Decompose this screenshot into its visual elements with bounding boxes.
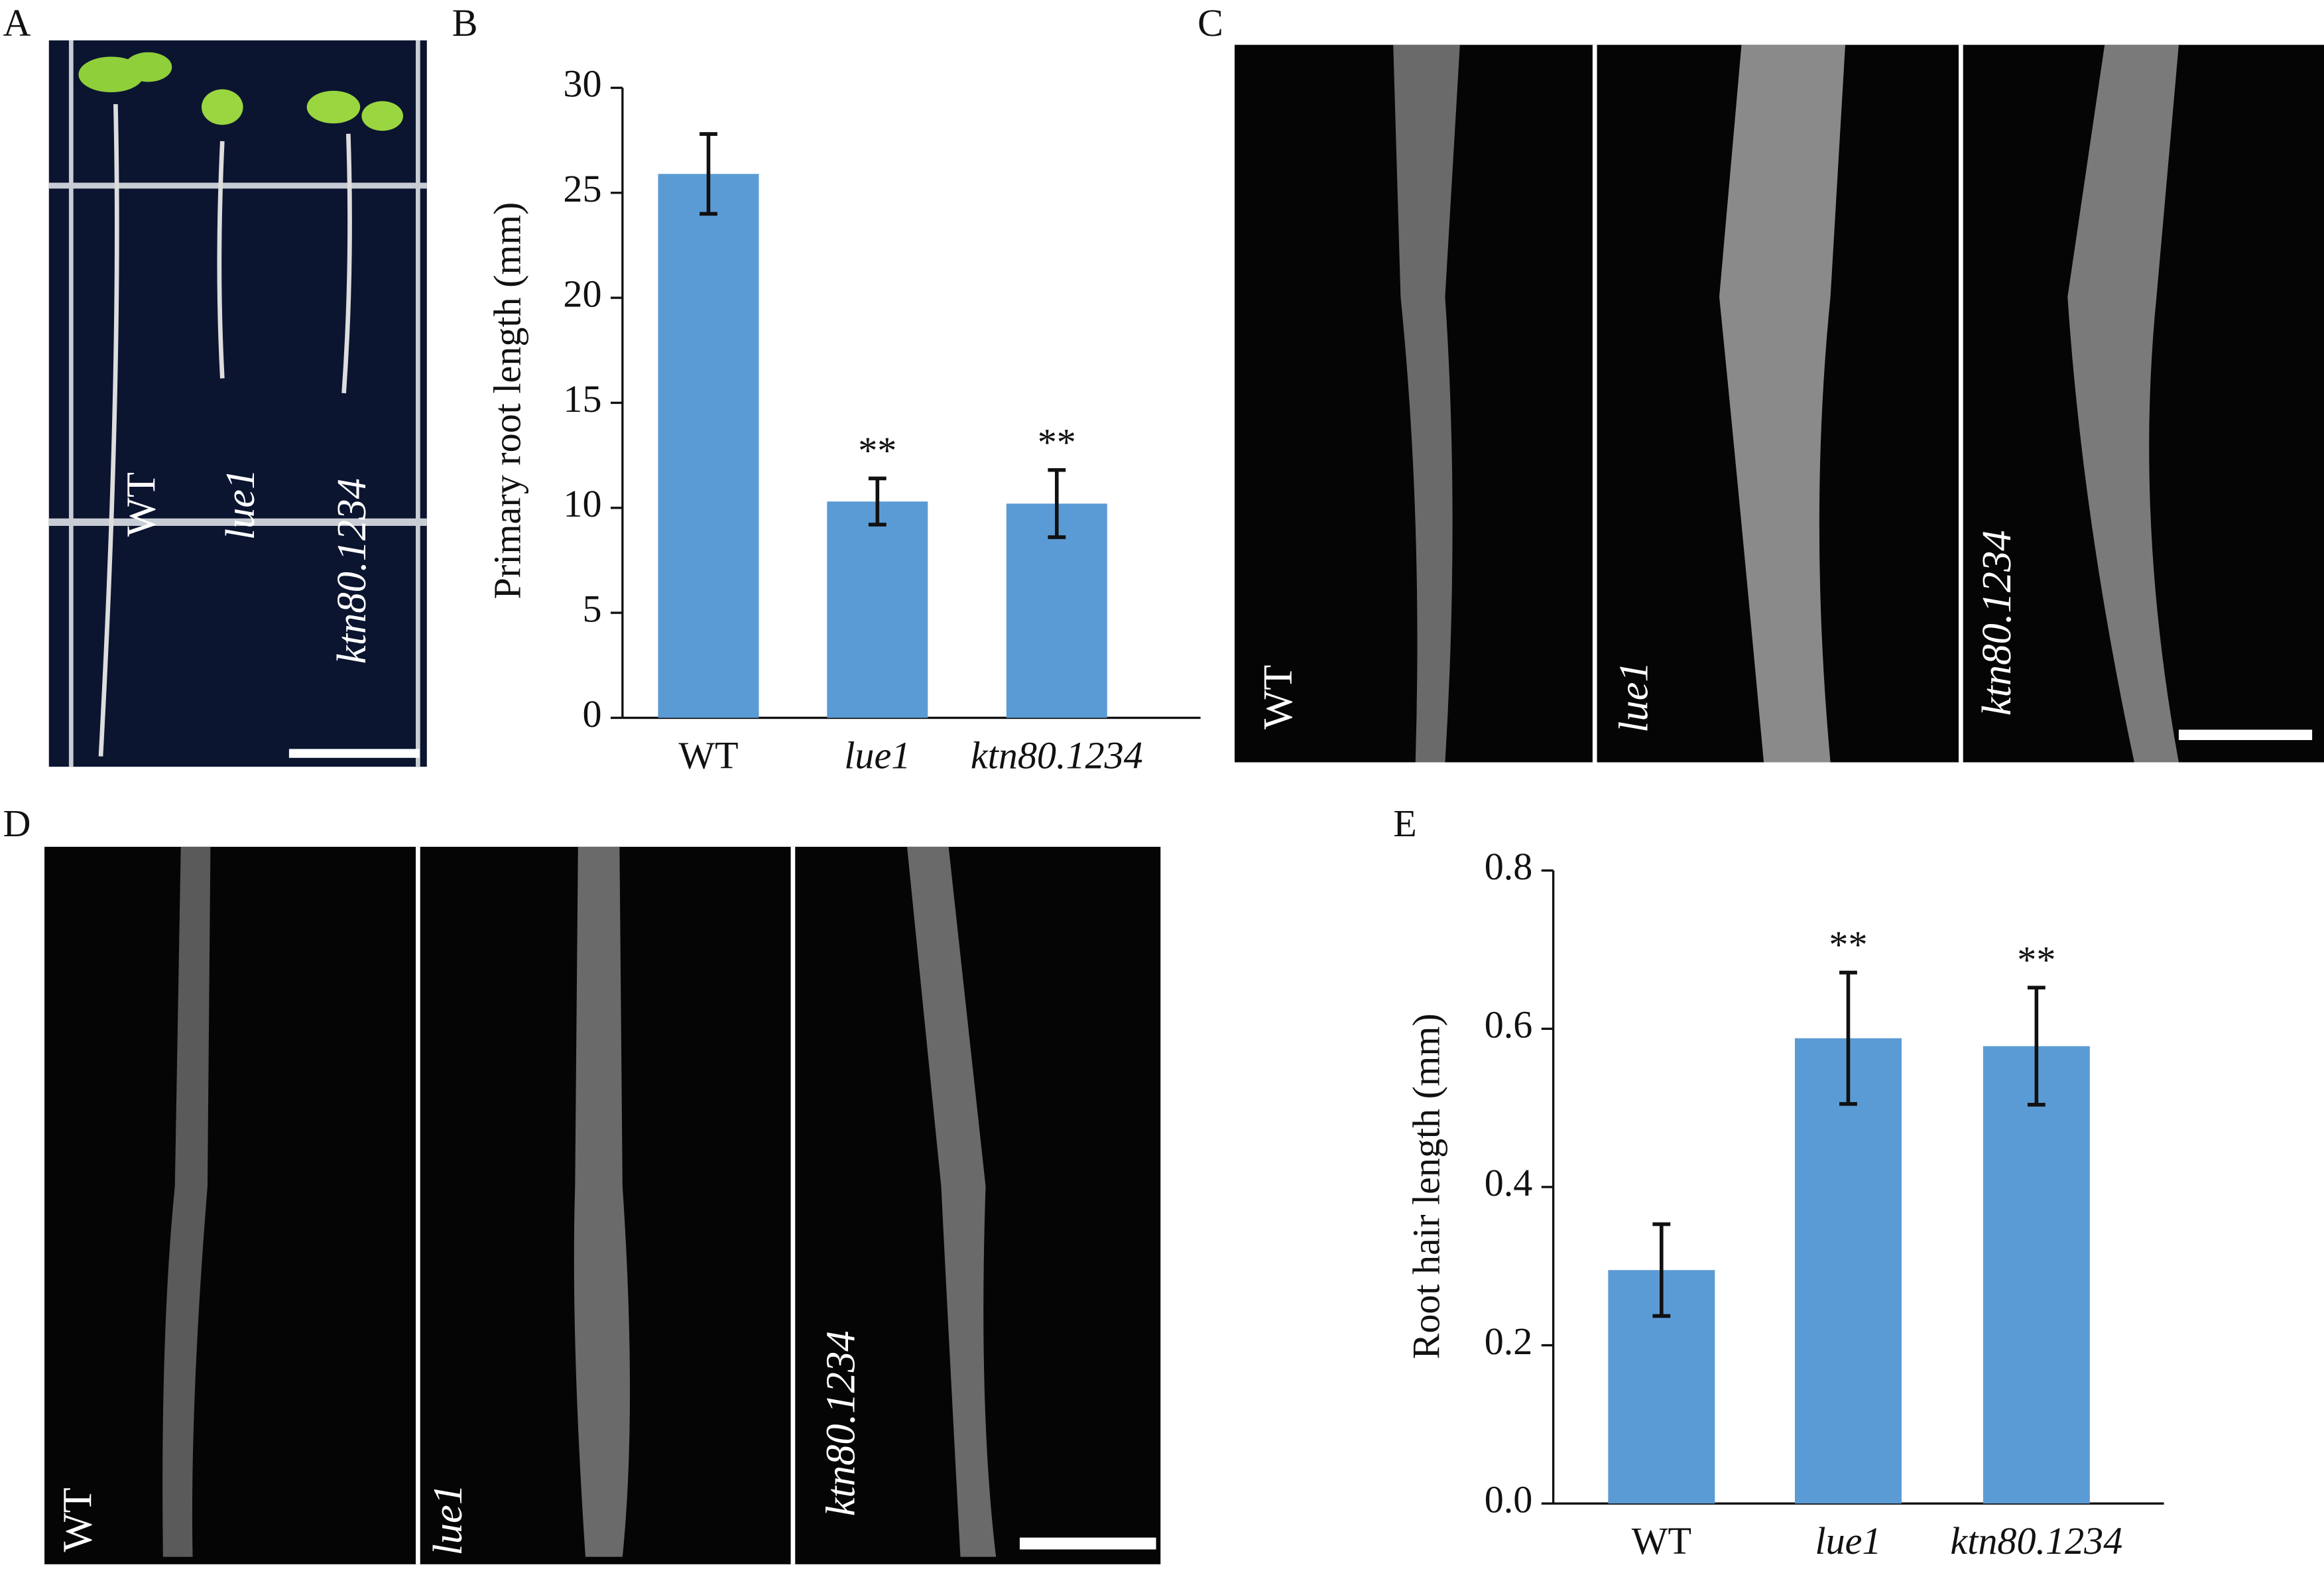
- y-tick-label: 0.2: [1485, 1320, 1533, 1363]
- significance-label: **: [858, 429, 896, 472]
- photo-label: lue1: [217, 469, 263, 540]
- panel-letter: E: [1393, 802, 1417, 845]
- x-tick-label: lue1: [1815, 1519, 1881, 1562]
- bar: [1983, 1046, 2090, 1504]
- x-tick-label: WT: [678, 733, 738, 777]
- significance-label: **: [1829, 923, 1867, 966]
- y-tick-label: 0.0: [1485, 1478, 1533, 1521]
- y-tick-label: 0.6: [1485, 1003, 1533, 1046]
- photo-label: WT: [1254, 664, 1301, 729]
- bar: [1006, 503, 1107, 718]
- y-tick-label: 0.8: [1485, 845, 1533, 888]
- significance-label: **: [1038, 420, 1076, 464]
- y-axis-label: Primary root length (mm): [486, 202, 529, 599]
- x-tick-label: ktn80.1234: [1950, 1519, 2122, 1562]
- y-tick-label: 10: [563, 482, 601, 525]
- y-tick-label: 20: [563, 272, 601, 315]
- bar: [1794, 1038, 1902, 1504]
- photo-label: WT: [54, 1487, 100, 1552]
- y-tick-label: 30: [563, 62, 601, 105]
- photo-label: ktn80.1234: [328, 478, 375, 664]
- panel-letter: A: [3, 1, 31, 44]
- y-tick-label: 0.4: [1485, 1161, 1533, 1204]
- panel-letter: C: [1197, 1, 1223, 44]
- photo-label: lue1: [1610, 661, 1656, 733]
- photo-c: [1235, 44, 2324, 763]
- photo-label: WT: [117, 472, 164, 536]
- panel-letter: B: [452, 1, 478, 44]
- significance-label: **: [2017, 938, 2055, 981]
- bar: [658, 174, 759, 718]
- photo-a: [48, 40, 427, 767]
- y-tick-label: 0: [582, 692, 601, 735]
- photo-d: [44, 846, 1161, 1564]
- bar: [827, 501, 928, 718]
- panel-letter: D: [3, 802, 31, 845]
- y-tick-label: 5: [582, 587, 601, 630]
- x-tick-label: WT: [1632, 1519, 1691, 1562]
- x-tick-label: ktn80.1234: [971, 733, 1143, 777]
- photo-label: ktn80.1234: [1973, 530, 2020, 716]
- photo-label: ktn80.1234: [817, 1331, 863, 1517]
- y-tick-label: 25: [563, 167, 601, 210]
- y-tick-label: 15: [563, 377, 601, 420]
- y-axis-label: Root hair length (mm): [1404, 1013, 1447, 1359]
- photo-label: lue1: [424, 1484, 471, 1556]
- x-tick-label: lue1: [844, 733, 910, 777]
